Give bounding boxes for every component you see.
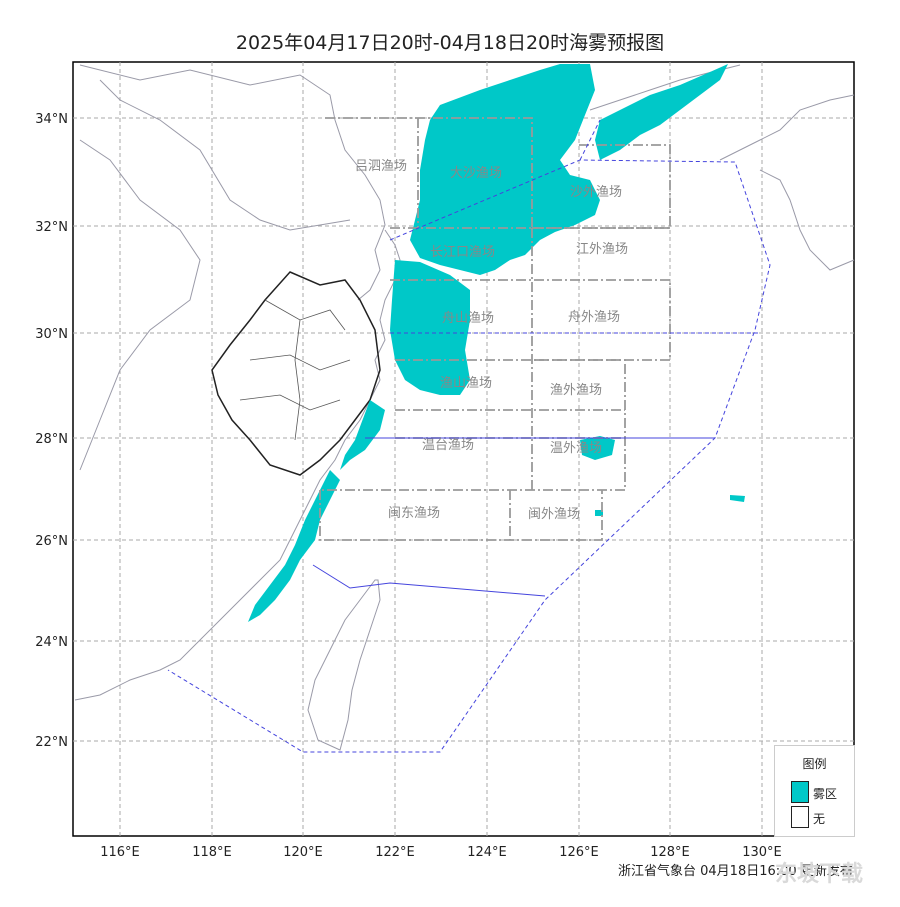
- watermark-logo: 东坡下载: [775, 862, 864, 887]
- lat-label: 30°N: [35, 327, 68, 342]
- map-frame: [72, 61, 855, 837]
- issuer-footer: 浙江省气象台 04月18日16:00 更新发布: [618, 864, 853, 879]
- zone-label: 渔山渔场: [440, 376, 492, 391]
- zone-label: 温外渔场: [550, 441, 602, 456]
- fog-area-islet: [730, 495, 745, 502]
- lon-label: 122°E: [375, 845, 415, 860]
- zone-label: 舟外渔场: [568, 310, 620, 325]
- zone-labels: 吕泗渔场 大沙渔场 沙外渔场 长江口渔场 江外渔场 舟山渔场 舟外渔场 渔山渔场…: [355, 159, 628, 522]
- legend-label-fog: 雾区: [813, 787, 838, 801]
- lon-label: 116°E: [100, 845, 140, 860]
- forecast-region-boundary: [167, 119, 771, 753]
- lat-label: 34°N: [35, 112, 68, 127]
- lon-label: 120°E: [283, 845, 323, 860]
- zone-label: 舟山渔场: [442, 311, 494, 326]
- lon-label: 130°E: [742, 845, 782, 860]
- fog-area-korea-strait: [595, 64, 728, 160]
- zone-label: 闽外渔场: [528, 507, 580, 522]
- longitude-labels: 116°E 118°E 120°E 122°E 124°E 126°E 128°…: [100, 845, 782, 860]
- zone-label: 江外渔场: [576, 242, 628, 257]
- zone-label: 渔外渔场: [550, 383, 602, 398]
- legend-label-none: 无: [813, 812, 826, 826]
- lat-label: 24°N: [35, 635, 68, 650]
- fog-areas: [248, 64, 745, 622]
- lon-label: 118°E: [192, 845, 232, 860]
- zhejiang-cities: [239, 299, 351, 441]
- legend-swatch-none: [791, 806, 809, 828]
- fog-area-east-sea: [580, 436, 615, 460]
- lon-label: 128°E: [650, 845, 690, 860]
- legend-swatch-fog: [791, 781, 809, 803]
- latitude-labels: 34°N 32°N 30°N 28°N 26°N 24°N 22°N: [35, 112, 68, 750]
- coastline: [74, 64, 855, 751]
- zone-label: 闽东渔场: [388, 506, 440, 521]
- zone-label: 沙外渔场: [570, 185, 622, 200]
- zone-label: 长江口渔场: [430, 245, 495, 260]
- lat-label: 26°N: [35, 534, 68, 549]
- zone-label: 大沙渔场: [450, 166, 502, 181]
- fog-area-wenzhou: [340, 400, 385, 470]
- zone-label: 吕泗渔场: [355, 159, 407, 174]
- fog-area-patch: [595, 510, 603, 516]
- region-solid-boundary: [312, 437, 715, 597]
- fog-area-fujian-coast: [248, 470, 340, 622]
- zhejiang-boundary: [211, 271, 381, 476]
- map-legend: 图例 雾区 无: [774, 745, 855, 837]
- lat-label: 32°N: [35, 220, 68, 235]
- map-title: 2025年04月17日20时-04月18日20时海雾预报图: [235, 32, 665, 54]
- lat-label: 28°N: [35, 432, 68, 447]
- fog-area-yellow-sea: [410, 64, 600, 275]
- zone-label: 温台渔场: [422, 438, 474, 453]
- legend-title: 图例: [802, 757, 827, 771]
- fog-area-zhoushan: [390, 260, 470, 395]
- lon-label: 126°E: [559, 845, 599, 860]
- lat-label: 22°N: [35, 735, 68, 750]
- lon-label: 124°E: [467, 845, 507, 860]
